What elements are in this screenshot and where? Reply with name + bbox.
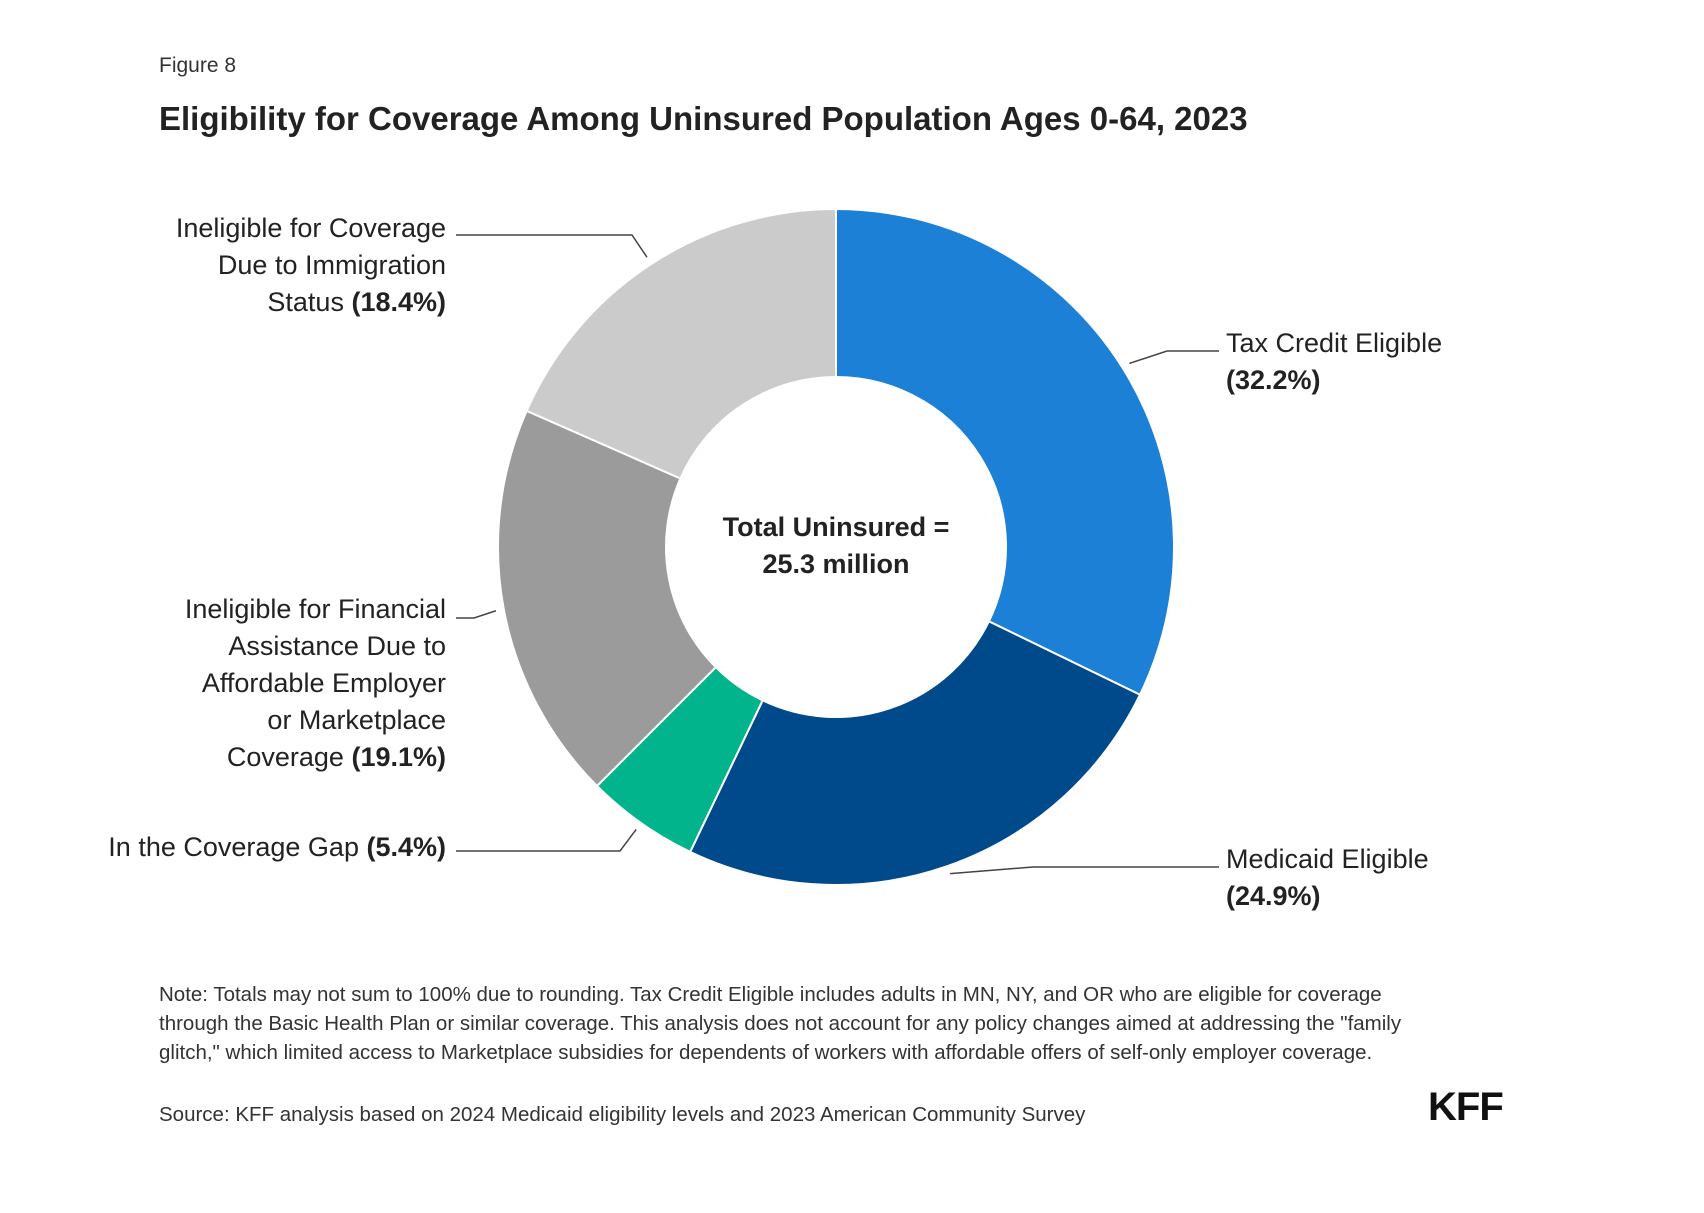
leader-line-tax-credit-eligible bbox=[1129, 350, 1219, 365]
chart-note: Note: Totals may not sum to 100% due to … bbox=[159, 983, 1402, 1064]
leader-line-in-the-coverage-gap bbox=[456, 829, 637, 852]
slice-labels: Tax Credit Eligible (32.2%) Medicaid Eligi… bbox=[108, 213, 1442, 911]
label-medicaid-eligible: Medicaid Eligible (24.9%) bbox=[1226, 844, 1429, 911]
slice-tax-credit-eligible bbox=[835, 207, 1175, 697]
kff-logo: KFF bbox=[1428, 1085, 1504, 1129]
center-total-label: Total Uninsured = bbox=[723, 512, 950, 542]
leader-line-medicaid-eligible bbox=[950, 866, 1219, 875]
label-tax-credit-eligible: Tax Credit Eligible (32.2%) bbox=[1226, 328, 1442, 395]
center-total-value: 25.3 million bbox=[762, 549, 909, 579]
chart-source: Source: KFF analysis based on 2024 Medic… bbox=[159, 1103, 1086, 1126]
label-ineligible-for-financial-assistance-due-to-affordable-employer-or-marketplace-coverage: Ineligible for Financial Assistance Due t… bbox=[185, 594, 446, 772]
chart-title: Eligibility for Coverage Among Uninsured… bbox=[159, 100, 1248, 137]
slice-medicaid-eligible bbox=[688, 619, 1142, 886]
label-in-the-coverage-gap: In the Coverage Gap (5.4%) bbox=[108, 832, 446, 862]
slice-ineligible-for-financial-assistance-due-to-affordable-employer-or-marketplace-coverage bbox=[497, 409, 718, 788]
leader-lines bbox=[456, 234, 1219, 875]
slice-ineligible-for-coverage-due-to-immigration-status bbox=[525, 207, 837, 480]
leader-line-ineligible-for-coverage-due-to-immigration-status bbox=[456, 234, 648, 258]
figure-label: Figure 8 bbox=[159, 54, 237, 77]
label-ineligible-for-coverage-due-to-immigration-status: Ineligible for Coverage Due to Immigratio… bbox=[176, 213, 446, 317]
leader-line-ineligible-for-financial-assistance-due-to-affordable-employer-or-marketplace-coverage bbox=[456, 610, 497, 619]
slices-group bbox=[497, 207, 1175, 886]
